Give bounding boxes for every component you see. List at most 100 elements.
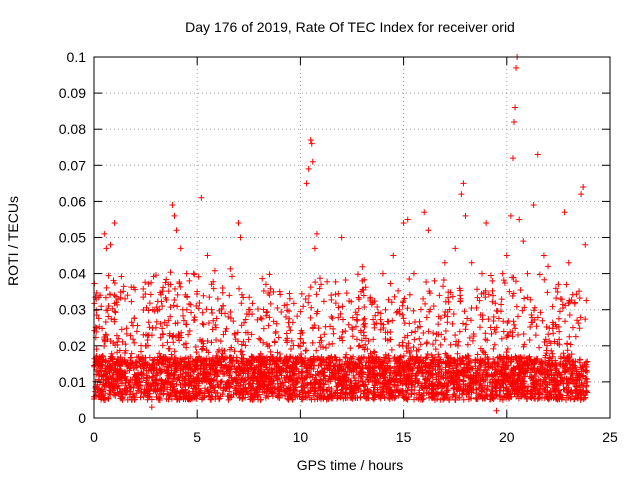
data-point-bg xyxy=(263,386,270,393)
data-point-bg xyxy=(282,362,289,369)
data-point-bg xyxy=(531,395,538,402)
data-point-bg xyxy=(527,324,534,331)
data-point-bg xyxy=(429,341,436,348)
data-point-bg xyxy=(116,390,123,397)
data-point-bg xyxy=(511,390,518,397)
data-point-bg xyxy=(527,366,534,373)
data-point-bg xyxy=(115,296,122,303)
data-point-bg xyxy=(264,385,271,392)
data-point-bg xyxy=(565,394,572,401)
data-point-bg xyxy=(300,384,307,391)
data-point-bg xyxy=(357,365,364,372)
data-point xyxy=(513,64,520,71)
data-point-bg xyxy=(98,395,105,402)
data-point-bg xyxy=(217,338,224,345)
data-point-bg xyxy=(492,300,499,307)
data-point-bg xyxy=(315,325,322,332)
data-point-bg xyxy=(242,394,249,401)
data-point-bg xyxy=(509,369,516,376)
data-point-bg xyxy=(161,319,168,326)
data-point-bg xyxy=(539,317,546,324)
data-point-bg xyxy=(98,303,105,310)
data-point-bg xyxy=(317,334,324,341)
data-point-bg xyxy=(210,317,217,324)
data-point-bg xyxy=(282,375,289,382)
data-point-bg xyxy=(391,395,398,402)
data-point-bg xyxy=(385,318,392,325)
data-point-bg xyxy=(462,326,469,333)
data-point-bg xyxy=(343,371,350,378)
data-point-bg xyxy=(354,311,361,318)
data-point-bg xyxy=(492,329,499,336)
data-point-bg xyxy=(206,294,213,301)
data-point-bg xyxy=(244,357,251,364)
data-point-bg xyxy=(423,385,430,392)
data-point-bg xyxy=(106,368,113,375)
data-point-bg xyxy=(224,368,231,375)
data-point-bg xyxy=(128,350,135,357)
data-point-bg xyxy=(352,323,359,330)
data-point-bg xyxy=(530,375,537,382)
data-point-bg xyxy=(531,390,538,397)
data-point-bg xyxy=(176,337,183,344)
data-point-bg xyxy=(489,298,496,305)
data-point-bg xyxy=(505,388,512,395)
data-point-bg xyxy=(371,391,378,398)
data-point-bg xyxy=(238,341,245,348)
data-point-bg xyxy=(285,308,292,315)
data-point-bg xyxy=(416,335,423,342)
data-point-bg xyxy=(583,297,590,304)
data-point-bg xyxy=(260,288,267,295)
data-point-bg xyxy=(541,339,548,346)
data-point-bg xyxy=(112,309,119,316)
data-point-bg xyxy=(401,295,408,302)
data-point-bg xyxy=(370,348,377,355)
data-point-bg xyxy=(142,290,149,297)
data-point-bg xyxy=(404,373,411,380)
data-point-bg xyxy=(137,381,144,388)
data-point-bg xyxy=(150,376,157,383)
data-point-bg xyxy=(510,274,517,281)
data-point-bg xyxy=(511,321,518,328)
data-point-bg xyxy=(313,310,320,317)
data-point-bg xyxy=(216,307,223,314)
data-point-bg xyxy=(171,393,178,400)
data-point-bg xyxy=(370,396,377,403)
data-point-bg xyxy=(207,364,214,371)
data-point-bg xyxy=(93,290,100,297)
data-point-bg xyxy=(399,302,406,309)
data-point-bg xyxy=(355,305,362,312)
data-point-bg xyxy=(181,393,188,400)
data-point-bg xyxy=(426,288,433,295)
data-point-bg xyxy=(156,365,163,372)
data-point-bg xyxy=(210,359,217,366)
data-point-bg xyxy=(113,383,120,390)
data-point xyxy=(303,180,310,187)
data-point-bg xyxy=(271,372,278,379)
data-point-bg xyxy=(491,326,498,333)
data-point-bg xyxy=(330,325,337,332)
data-point-bg xyxy=(309,324,316,331)
data-point-bg xyxy=(298,290,305,297)
data-point-bg xyxy=(103,284,110,291)
data-point-bg xyxy=(257,336,264,343)
data-point-bg xyxy=(581,380,588,387)
data-point-bg xyxy=(148,366,155,373)
data-point-bg xyxy=(425,368,432,375)
data-point-bg xyxy=(567,361,574,368)
data-point-bg xyxy=(566,333,573,340)
data-point-bg xyxy=(507,380,514,387)
data-point-bg xyxy=(197,387,204,394)
data-point-bg xyxy=(429,382,436,389)
data-point-bg xyxy=(203,306,210,313)
data-point-bg xyxy=(183,321,190,328)
data-point-bg xyxy=(153,393,160,400)
data-point-bg xyxy=(238,360,245,367)
data-point-bg xyxy=(117,294,124,301)
data-point-bg xyxy=(398,387,405,394)
data-point-bg xyxy=(547,340,554,347)
data-point-bg xyxy=(270,380,277,387)
y-tick-label: 0.03 xyxy=(59,302,86,318)
data-point-bg xyxy=(207,380,214,387)
data-point-bg xyxy=(562,318,569,325)
